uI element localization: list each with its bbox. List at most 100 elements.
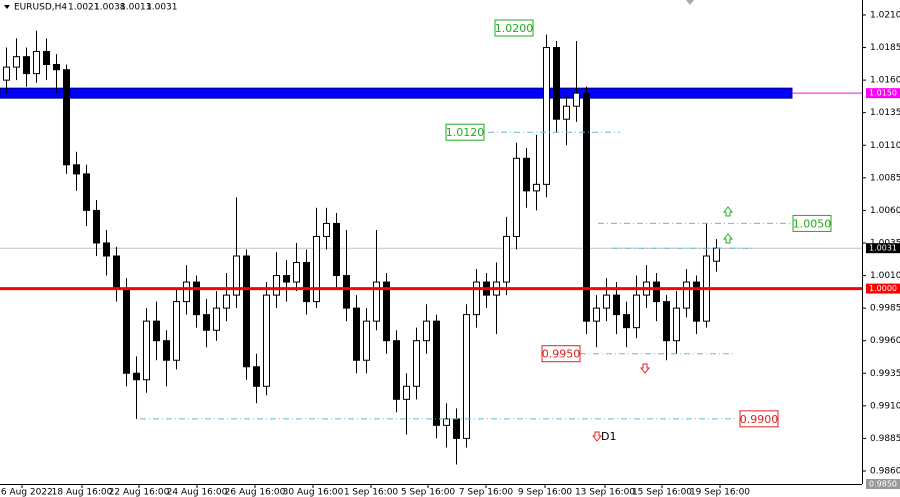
x-tick-label: 26 Aug 16:00: [225, 488, 286, 497]
candle-body: [73, 164, 80, 175]
candle-body: [13, 56, 20, 68]
level-label: 1.0200: [495, 22, 534, 35]
candle-body: [613, 294, 620, 316]
price-tag: [866, 479, 900, 489]
candle-body: [513, 157, 520, 237]
candle-body: [303, 262, 310, 303]
down-arrow: [591, 431, 603, 442]
candle-body: [43, 50, 50, 65]
candle-body: [563, 105, 570, 120]
candle-body: [263, 294, 270, 387]
x-tick-label: 1 Sep 16:00: [344, 488, 399, 497]
candle-body: [393, 340, 400, 400]
price-tag: [866, 88, 900, 99]
y-tick-label: 1.0010: [870, 271, 900, 281]
y-tick-label: 1.0110: [870, 141, 900, 151]
chart-title: EURUSD,H4: [14, 3, 67, 13]
candle-body: [193, 281, 200, 316]
candle-body: [153, 320, 160, 342]
candle-body: [213, 307, 220, 331]
candle-body: [413, 340, 420, 387]
down-arrow: [639, 363, 651, 374]
candle-body: [53, 63, 60, 71]
y-tick-label: 1.0135: [870, 108, 900, 118]
x-tick-label: 13 Sep 16:00: [575, 488, 635, 497]
candle-body: [583, 92, 590, 322]
candle-body: [313, 235, 320, 303]
candle-body: [163, 340, 170, 361]
candle-body: [23, 56, 30, 75]
candle-body: [403, 385, 410, 400]
candle-body: [453, 418, 460, 439]
candle-body: [83, 173, 90, 211]
shift-marker: [686, 0, 694, 5]
candle-body: [253, 366, 260, 387]
candle-body: [133, 372, 140, 381]
x-tick-label: 22 Aug 16:00: [109, 488, 170, 497]
candle-body: [33, 50, 40, 75]
candle-body: [433, 320, 440, 426]
candle-body: [573, 92, 580, 107]
candle-body: [473, 281, 480, 316]
candle-body: [463, 314, 470, 439]
candle-body: [293, 262, 300, 283]
candle-body: [363, 320, 370, 361]
candle-body: [243, 255, 250, 368]
x-tick-label: 9 Sep 16:00: [518, 488, 573, 497]
header-high: 1.0038: [94, 3, 126, 13]
y-tick-label: 0.9985: [870, 304, 900, 314]
candle-body: [3, 66, 10, 81]
candle-body: [683, 281, 690, 309]
header-low: 1.0013: [120, 3, 152, 13]
y-tick-label: 1.0060: [870, 206, 900, 216]
level-box: [494, 19, 534, 37]
candle-body: [443, 418, 450, 426]
up-arrow: [722, 206, 734, 217]
candle-body: [63, 69, 70, 166]
candle-body: [503, 235, 510, 283]
y-tick-label: 1.0185: [870, 43, 900, 53]
level-box: [792, 214, 832, 232]
candle-body: [353, 307, 360, 361]
candle-body: [333, 222, 340, 277]
y-tick-label: 0.9960: [870, 336, 900, 346]
y-tick-label: 0.9910: [870, 401, 900, 411]
level-box: [541, 345, 581, 363]
candle-body: [523, 157, 530, 192]
y-tick-label: 1.0210: [870, 10, 900, 20]
candle-body: [383, 281, 390, 342]
header-open: 1.0021: [68, 3, 100, 13]
candle-body: [273, 275, 280, 296]
candle-body: [623, 314, 630, 329]
level-box: [739, 410, 779, 428]
candle-body: [673, 307, 680, 342]
candle-body: [323, 222, 330, 237]
candle-body: [123, 288, 130, 374]
candle-body: [223, 294, 230, 309]
candle-body: [113, 255, 120, 290]
y-tick-label: 1.0160: [870, 76, 900, 86]
x-tick-label: 24 Aug 16:00: [167, 488, 228, 497]
x-tick-label: 7 Sep 16:00: [459, 488, 514, 497]
candle-body: [373, 281, 380, 322]
candles: [3, 30, 720, 465]
level-label: 1.0120: [446, 126, 485, 139]
price-tag-label: 1.0150: [869, 89, 897, 98]
candle-body: [633, 294, 640, 329]
price-tag-label: 1.0000: [869, 284, 897, 293]
candle-body: [423, 320, 430, 342]
candle-body: [663, 301, 670, 342]
candle-body: [693, 281, 700, 322]
level-label: 0.9900: [740, 413, 779, 426]
candle-body: [533, 183, 540, 192]
candle-body: [283, 275, 290, 283]
candle-body: [103, 242, 110, 257]
candle-body: [143, 320, 150, 381]
candle-body: [603, 294, 610, 309]
x-tick-label: 30 Aug 16:00: [283, 488, 344, 497]
up-arrow: [722, 233, 734, 244]
x-tick-label: 15 Sep 16:00: [632, 488, 692, 497]
candle-body: [713, 247, 720, 262]
x-tick-label: 5 Sep 16:00: [401, 488, 456, 497]
